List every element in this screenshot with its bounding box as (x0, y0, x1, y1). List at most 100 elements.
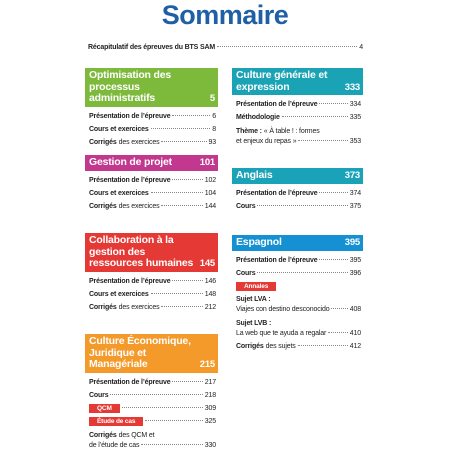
leader (298, 139, 348, 141)
section-page: 145 (199, 258, 215, 269)
entry-page: 6 (212, 112, 216, 120)
entry: Présentation de l’épreuve 395 (236, 254, 361, 267)
leader (150, 292, 203, 294)
leader (150, 191, 203, 193)
leader (110, 393, 203, 395)
entry: Présentation de l’épreuve 217 (89, 376, 216, 389)
leader (257, 271, 348, 273)
section: Optimisation des processus administratif… (85, 68, 218, 149)
entry: La web que te ayuda a regalar 410 (236, 327, 361, 340)
entry: Méthodologie 335 (236, 111, 361, 124)
section-header: Optimisation des processus administratif… (85, 68, 218, 107)
entry-bold: Cours (236, 269, 256, 277)
tag: QCM (89, 404, 120, 414)
leader (319, 103, 348, 104)
entry: Corrigés des sujets 412 (236, 340, 361, 353)
section-header: Culture générale et expression 333 (232, 68, 363, 95)
entry: et enjeux du repas » 353 (236, 135, 361, 148)
entry: Étude de cas 325 (89, 415, 216, 428)
entry-page: 102 (204, 176, 216, 184)
section-title: Espagnol (236, 236, 282, 248)
entry-text: de l’étude de cas (89, 441, 140, 449)
entry-bold: Sujet LVA : (236, 296, 271, 304)
section-page: 101 (199, 157, 215, 168)
entry-bold: Sujet LVB : (236, 319, 272, 327)
entry: QCM 309 (89, 402, 216, 415)
entry-page: 334 (349, 101, 361, 108)
entries: Présentation de l’épreuve 334 Méthodologie… (232, 95, 363, 148)
leader (172, 380, 203, 382)
entry-bold: Cours et exercices (89, 290, 149, 298)
leader (217, 46, 358, 47)
entry-page: 408 (349, 306, 361, 314)
entry: Sujet LVA : (236, 293, 361, 306)
entry: Corrigés des exercices 93 (89, 136, 216, 149)
entry-bold: Présentation de l’épreuve (236, 101, 318, 108)
leader (141, 443, 203, 445)
section: Espagnol 395 Présentation de l’épreuve 395 C… (232, 235, 363, 354)
section-page: 5 (209, 93, 215, 104)
leader (297, 345, 348, 347)
intro: Récapitulatif des épreuves du BTS SAM 4 (88, 41, 363, 54)
leader (331, 308, 348, 310)
entry-text: des exercices (118, 203, 160, 211)
section-title: Culture générale et expression (236, 69, 328, 93)
entry-bold: Cours (236, 202, 256, 210)
leader (161, 141, 207, 143)
entry-page: 309 (204, 405, 216, 413)
entry-bold: Présentation de l’épreuve (236, 189, 318, 197)
entry-page: 217 (204, 378, 216, 386)
entry-text: des QCM et (118, 431, 155, 439)
entry-text: Viajes con destino desconocido (236, 306, 330, 314)
entries: Présentation de l’épreuve 6 Cours et exerc… (85, 107, 218, 150)
leader (257, 204, 348, 206)
entries: Présentation de l’épreuve 217 Cours 218 QCM 3… (85, 373, 218, 450)
entry-page: 396 (349, 269, 361, 277)
section-header: Espagnol 395 (232, 235, 363, 251)
entry: Présentation de l’épreuve 334 (236, 98, 361, 111)
entry-page: 146 (204, 277, 216, 285)
entry-bold: Présentation de l’épreuve (89, 176, 171, 184)
section-title: Culture Économique, Juridique et Managér… (89, 335, 191, 370)
entry-page: 395 (349, 256, 361, 264)
section-page: 215 (199, 359, 215, 370)
entry-page: 410 (349, 329, 361, 337)
entry: Cours et exercices 8 (89, 123, 216, 136)
leader (319, 258, 348, 260)
leader (161, 306, 203, 308)
entry-text: La web que te ayuda a regalar (236, 329, 327, 337)
entry-page: 353 (349, 137, 361, 145)
section-header: Gestion de projet 101 (85, 155, 218, 171)
section: Culture Économique, Juridique et Managér… (85, 334, 218, 450)
entry: Viajes con destino desconocido 408 (236, 303, 361, 316)
leader (172, 114, 211, 116)
section-page: 333 (344, 81, 360, 93)
tag: Étude de cas (89, 417, 144, 427)
entry: Cours et exercices 148 (89, 288, 216, 301)
entry-page: 325 (204, 418, 216, 426)
tag: Annales (236, 282, 277, 292)
entry-bold: Corrigés (89, 304, 117, 312)
section-title: Anglais (236, 169, 273, 181)
section: Anglais 373 Présentation de l’épreuve 374 Co… (232, 168, 363, 213)
entry: Thème : « À table ! : formes (236, 125, 361, 138)
entry-page: 335 (349, 114, 361, 122)
entry-bold: Présentation de l’épreuve (89, 378, 171, 386)
section: Collaboration à la gestion des ressource… (85, 233, 218, 314)
leader (281, 116, 348, 118)
section-title: Collaboration à la gestion des ressource… (89, 234, 194, 269)
entry-page: 212 (204, 304, 216, 312)
entry: Cours 396 (236, 267, 361, 280)
section-header: Collaboration à la gestion des ressource… (85, 233, 218, 272)
entry-bold: Méthodologie (236, 114, 280, 122)
section-header: Culture Économique, Juridique et Managér… (85, 334, 218, 373)
entries: Présentation de l’épreuve 395 Cours 396 Anna… (232, 251, 363, 354)
entry-bold: Corrigés (89, 431, 117, 439)
entries: Présentation de l’épreuve 102 Cours et exe… (85, 171, 218, 214)
leader (145, 420, 203, 422)
entry: Présentation de l’épreuve 6 (89, 110, 216, 123)
entry-page: 374 (349, 189, 361, 197)
entry: Cours 375 (236, 200, 361, 213)
entry-bold: Présentation de l’épreuve (89, 112, 171, 120)
